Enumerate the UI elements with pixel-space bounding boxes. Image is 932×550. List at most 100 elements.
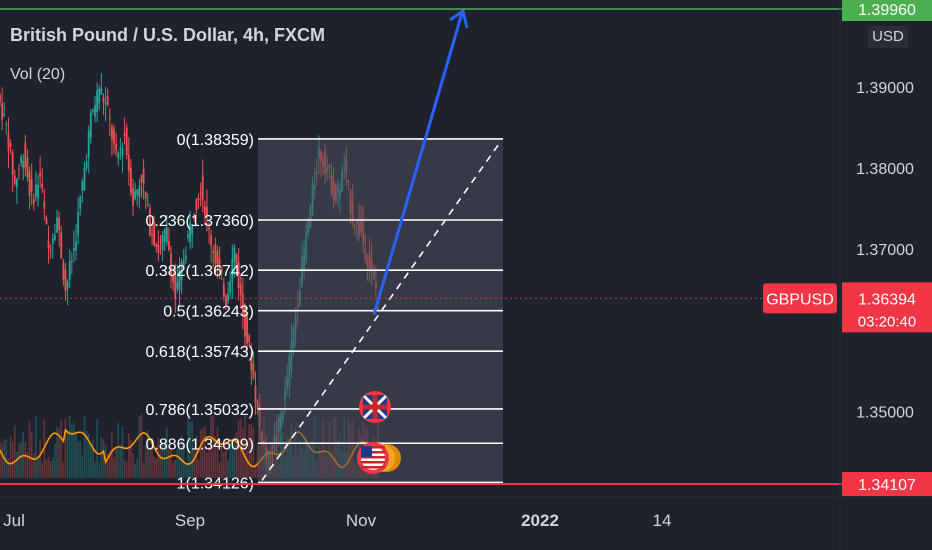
volume-bar [166,427,168,478]
candle-body [176,281,179,289]
volume-bar [73,422,75,478]
chart-title: British Pound / U.S. Dollar, 4h, FXCM [10,25,326,45]
candle-body [216,250,219,265]
candle-body [193,213,196,219]
candle-body [229,281,232,293]
y-tick-label: 1.38000 [856,161,914,178]
candle-body [117,152,120,159]
volume-bar [92,439,94,478]
support-price-tag [842,472,932,497]
volume-bar [128,433,130,478]
volume-bar [256,442,259,478]
volume-bar [182,441,185,478]
volume-bar [60,419,63,478]
volume-bar [56,426,58,478]
volume-bar [233,437,236,478]
volume-bar [132,453,134,478]
candle-body [237,262,240,288]
volume-bar [153,456,155,478]
candle-body [256,401,259,410]
volume-bar [54,443,56,478]
volume-bar [157,438,160,478]
candle-body [244,304,246,337]
candle-body [161,235,164,251]
candle-body [9,142,12,147]
us-event-marker[interactable] [357,442,401,474]
volume-bar [13,425,16,478]
candle-body [30,178,33,192]
volume-indicator-label[interactable]: Vol (20) [10,66,66,83]
candle-body [7,134,10,151]
symbol-badge [763,283,837,314]
volume-bar [191,420,193,478]
volume-bar [30,431,33,478]
candle-body [187,234,189,238]
volume-bar [142,463,145,478]
candle-body [1,103,4,120]
candle-body [210,235,213,247]
volume-bar [195,435,198,478]
volume-bar [140,414,143,478]
current-price-label: 1.36394 [858,291,916,308]
uk-event-marker[interactable] [359,391,391,423]
candle-body [13,175,16,184]
candle-body [28,171,31,196]
candle-body [248,335,251,343]
volume-bar [206,452,208,478]
candle-body [246,316,248,344]
volume-bar [35,416,37,478]
candle-body [195,198,198,211]
candle-body [203,206,206,217]
volume-bar [155,458,158,478]
volume-bar [231,443,234,478]
candle-body [222,284,225,297]
candle-body [144,192,147,199]
candle-body [45,218,48,225]
candle-body [136,189,139,195]
candle-body [252,363,255,379]
candle-body [47,240,50,249]
candle-body [174,275,177,300]
volume-bar [49,460,52,478]
y-tick-label: 1.37000 [856,242,914,259]
candle-body [108,118,111,120]
volume-bar [98,462,101,478]
candle-body [254,385,257,403]
x-tick-label: Jul [3,511,25,530]
candle-body [34,184,37,197]
volume-bar [244,415,246,478]
volume-bar [109,450,111,478]
volume-bar [227,460,229,478]
candle-body [64,269,67,292]
volume-bar [79,440,82,478]
volume-bar [163,443,166,478]
currency-button[interactable]: USD [868,26,908,48]
candle-body [233,246,236,262]
volume-bar [7,457,10,478]
candle-body [37,185,39,199]
candle-body [170,253,172,276]
volume-bar [100,437,103,478]
volume-bar [70,424,73,478]
volume-bar [138,415,141,478]
volume-bar [121,426,124,478]
volume-bar [136,459,139,478]
volume-bar [168,444,170,478]
volume-bar [252,427,255,478]
volume-bar [111,433,113,478]
candle-body [231,259,234,283]
candle-body [15,179,18,188]
candle-body [159,241,162,243]
volume-bar [24,442,27,478]
volume-bar [237,420,240,478]
candle-body [127,154,130,172]
volume-bar [102,439,105,478]
candle-body [94,105,96,117]
candle-body [119,147,122,149]
fib-level-label: 0.5(1.36243) [163,304,254,321]
candle-body [239,284,242,295]
candle-body [41,183,44,189]
fib-level-label: 0.886(1.34609) [145,436,254,453]
